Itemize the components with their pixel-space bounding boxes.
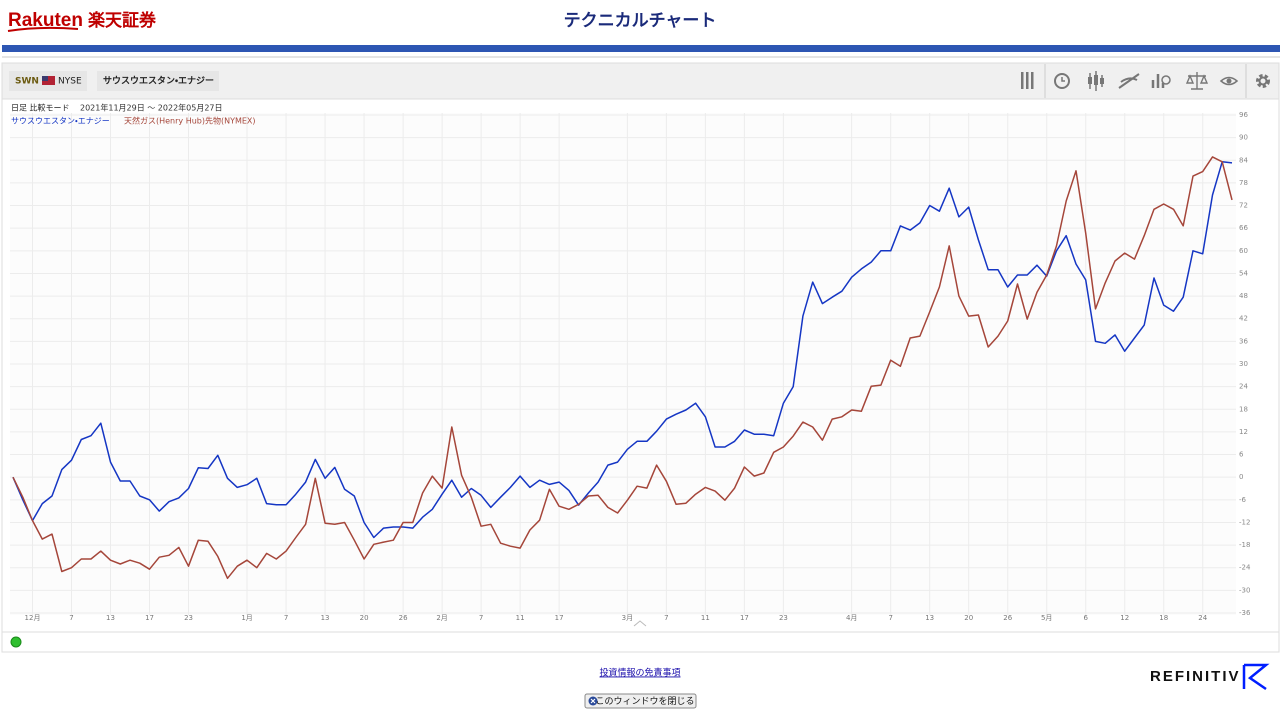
page-title: テクニカルチャート — [564, 11, 717, 31]
brand-jp: 楽天証券 — [88, 10, 156, 31]
y-tick-label: 30 — [1239, 360, 1248, 368]
x-tick-label: 17 — [740, 614, 749, 622]
exchange: NYSE — [58, 77, 82, 87]
y-tick-label: 0 — [1239, 473, 1243, 481]
x-tick-label: 7 — [284, 614, 288, 622]
y-tick-label: -12 — [1239, 518, 1250, 526]
name-box — [97, 71, 219, 91]
x-tick-label: 3月 — [622, 614, 633, 622]
x-tick-label: 17 — [555, 614, 564, 622]
disclaimer-link[interactable]: 投資情報の免責事項 — [599, 667, 680, 679]
icon-eye-pupil — [1226, 78, 1232, 84]
x-tick-label: 24 — [1198, 614, 1207, 622]
y-tick-label: 90 — [1239, 134, 1248, 142]
x-tick-label: 13 — [925, 614, 934, 622]
y-tick-label: 36 — [1239, 337, 1248, 345]
x-tick-label: 18 — [1159, 614, 1168, 622]
refinitiv-logo: REFINITIV — [1150, 668, 1241, 685]
symbol: SWN — [15, 77, 39, 87]
icon-candle — [1100, 78, 1104, 84]
y-tick-label: 12 — [1239, 428, 1248, 436]
x-tick-label: 23 — [779, 614, 788, 622]
x-tick-label: 20 — [964, 614, 973, 622]
close-icon-x — [590, 698, 596, 704]
icon-settings[interactable] — [1256, 74, 1270, 88]
brand: Rakuten — [8, 10, 83, 31]
y-tick-label: -30 — [1239, 586, 1250, 594]
y-tick-label: 6 — [1239, 451, 1244, 459]
status-bar — [1, 631, 1280, 653]
x-tick-label: 6 — [1083, 614, 1088, 622]
refinitiv-mark — [1242, 663, 1270, 691]
y-tick-label: 72 — [1239, 202, 1248, 210]
status-indicator — [10, 636, 22, 648]
close-label: このウィンドウを閉じる — [595, 696, 694, 707]
icon-eye[interactable] — [1219, 76, 1239, 86]
flag — [42, 76, 55, 85]
x-tick-label: 7 — [479, 614, 483, 622]
x-tick-label: 17 — [145, 614, 154, 622]
x-tick-label: 11 — [516, 614, 525, 622]
close-button[interactable] — [584, 693, 697, 709]
icon-bars[interactable] — [1021, 72, 1024, 89]
x-tick-label: 4月 — [846, 614, 857, 622]
toolbar-icons — [1021, 64, 1270, 98]
x-tick-label: 11 — [701, 614, 710, 622]
y-tick-label: -36 — [1239, 609, 1251, 617]
chart-mode: 日足 比較モード — [11, 103, 70, 113]
legend-entry: 天然ガス(Henry Hub)先物(NYMEX) — [124, 116, 256, 126]
x-tick-label: 13 — [106, 614, 115, 622]
icon-bars[interactable] — [1031, 72, 1034, 89]
x-tick-label: 26 — [399, 614, 408, 622]
brand-swoosh — [7, 26, 79, 32]
legend-entry: サウスウエスタン・エナジー — [11, 117, 110, 126]
collapse-handle[interactable] — [633, 620, 647, 627]
x-tick-label: 7 — [69, 614, 73, 622]
y-tick-label: 24 — [1239, 383, 1248, 391]
y-tick-label: 96 — [1239, 111, 1248, 119]
x-tick-label: 12月 — [25, 614, 41, 622]
chart: -36 -30 -24 -18 -12 -6 0 6 12 18 24 30 36 42 48 54 60 66 7… — [10, 111, 1251, 622]
flag-canton — [42, 76, 48, 81]
icon-settings-hub — [1258, 76, 1268, 86]
x-tick-label: 1月 — [241, 614, 252, 622]
y-tick-label: -24 — [1239, 564, 1251, 572]
y-tick-label: 84 — [1239, 156, 1248, 164]
x-tick-label: 23 — [184, 614, 193, 622]
y-tick-label: -6 — [1239, 496, 1247, 504]
icon-analysis[interactable] — [1151, 74, 1165, 88]
y-tick-label: 60 — [1239, 247, 1248, 255]
series-line — [12, 156, 1233, 580]
x-tick-label: 2月 — [436, 614, 447, 622]
icon-period-hand — [1061, 77, 1065, 82]
y-tick-label: -18 — [1239, 541, 1250, 549]
icon-candle — [1088, 77, 1092, 84]
x-tick-label: 12 — [1120, 614, 1129, 622]
icon-analysis-lens — [1161, 75, 1171, 85]
x-tick-label: 13 — [321, 614, 330, 622]
y-tick-label: 66 — [1239, 224, 1248, 232]
x-tick-label: 5月 — [1041, 614, 1052, 622]
header-bar — [2, 45, 1280, 52]
icon-trend[interactable] — [1118, 73, 1140, 89]
y-tick-label: 18 — [1239, 405, 1248, 413]
y-tick-label: 78 — [1239, 179, 1248, 187]
icon-period[interactable] — [1054, 73, 1070, 89]
series-line — [12, 161, 1233, 539]
icon-compare[interactable] — [1185, 72, 1209, 90]
y-tick-label: 48 — [1239, 292, 1248, 300]
x-tick-label: 7 — [664, 614, 668, 622]
x-tick-label: 7 — [888, 614, 892, 622]
x-tick-label: 26 — [1003, 614, 1012, 622]
icon-candle — [1094, 75, 1098, 85]
y-tick-label: 42 — [1239, 315, 1248, 323]
chart-period: 2021年11月29日 ～ 2022年05月27日 — [80, 103, 223, 113]
icon-bars[interactable] — [1026, 72, 1029, 89]
x-tick-label: 20 — [360, 614, 369, 622]
y-tick-label: 54 — [1239, 269, 1248, 277]
security-name: サウスウエスタン・エナジー — [103, 75, 214, 87]
